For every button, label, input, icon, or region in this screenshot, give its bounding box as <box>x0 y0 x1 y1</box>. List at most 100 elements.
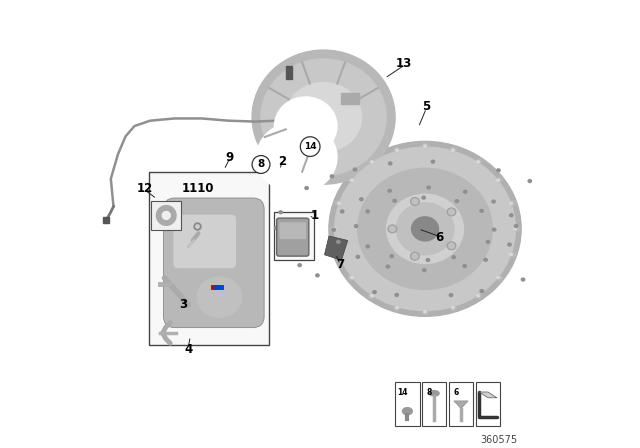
Ellipse shape <box>484 258 487 261</box>
Ellipse shape <box>455 200 458 202</box>
Ellipse shape <box>447 208 456 216</box>
Circle shape <box>300 137 320 156</box>
Ellipse shape <box>411 252 419 260</box>
Ellipse shape <box>515 226 520 231</box>
Ellipse shape <box>572 226 575 229</box>
Ellipse shape <box>509 253 513 256</box>
Ellipse shape <box>422 196 426 199</box>
Ellipse shape <box>351 179 353 181</box>
Ellipse shape <box>395 293 399 296</box>
Ellipse shape <box>522 278 525 281</box>
Ellipse shape <box>451 306 456 311</box>
Text: 12: 12 <box>137 182 153 195</box>
Ellipse shape <box>497 169 500 172</box>
Ellipse shape <box>514 228 517 230</box>
Ellipse shape <box>335 201 340 206</box>
Ellipse shape <box>333 228 336 230</box>
Ellipse shape <box>508 243 511 246</box>
Ellipse shape <box>451 147 456 152</box>
Ellipse shape <box>422 310 428 315</box>
Ellipse shape <box>493 228 496 231</box>
Ellipse shape <box>388 162 392 165</box>
Text: 9: 9 <box>225 151 234 164</box>
Text: 8: 8 <box>257 159 264 169</box>
Ellipse shape <box>351 276 353 279</box>
Ellipse shape <box>509 202 513 204</box>
Ellipse shape <box>390 226 396 232</box>
Ellipse shape <box>275 227 278 229</box>
Ellipse shape <box>547 190 550 193</box>
Polygon shape <box>324 236 348 260</box>
Ellipse shape <box>449 243 454 249</box>
Ellipse shape <box>477 161 479 163</box>
Ellipse shape <box>424 145 426 147</box>
Ellipse shape <box>338 253 340 256</box>
Ellipse shape <box>261 59 386 175</box>
Text: 1110: 1110 <box>182 182 214 195</box>
Ellipse shape <box>388 225 397 233</box>
Ellipse shape <box>497 177 502 182</box>
Ellipse shape <box>449 293 452 297</box>
Ellipse shape <box>305 187 308 190</box>
Ellipse shape <box>477 294 482 299</box>
Ellipse shape <box>549 263 553 266</box>
Ellipse shape <box>360 198 363 201</box>
Text: 2: 2 <box>278 155 286 168</box>
Text: 8: 8 <box>426 388 431 397</box>
Ellipse shape <box>480 209 483 212</box>
Ellipse shape <box>451 149 454 151</box>
Text: 4: 4 <box>184 343 192 356</box>
Ellipse shape <box>477 294 479 297</box>
Ellipse shape <box>197 277 242 317</box>
Text: 7: 7 <box>336 258 344 271</box>
Ellipse shape <box>422 143 428 148</box>
Ellipse shape <box>497 276 500 279</box>
Ellipse shape <box>358 168 492 289</box>
Ellipse shape <box>394 147 399 152</box>
Ellipse shape <box>412 217 438 241</box>
Bar <box>342 93 359 103</box>
Ellipse shape <box>480 289 483 293</box>
Polygon shape <box>479 392 497 398</box>
Ellipse shape <box>570 215 573 217</box>
Ellipse shape <box>355 224 358 228</box>
Ellipse shape <box>337 241 340 243</box>
Ellipse shape <box>371 161 373 163</box>
Ellipse shape <box>387 194 463 263</box>
Ellipse shape <box>252 50 395 184</box>
Ellipse shape <box>335 147 515 310</box>
FancyBboxPatch shape <box>164 198 264 327</box>
Ellipse shape <box>330 226 335 231</box>
Ellipse shape <box>424 310 426 313</box>
Ellipse shape <box>366 245 369 248</box>
Ellipse shape <box>463 190 467 193</box>
Ellipse shape <box>368 294 374 299</box>
Ellipse shape <box>338 202 340 204</box>
Ellipse shape <box>298 264 301 267</box>
Ellipse shape <box>451 306 454 309</box>
Ellipse shape <box>403 408 412 415</box>
Text: 14: 14 <box>397 388 407 397</box>
Bar <box>149 172 269 345</box>
Ellipse shape <box>497 179 500 181</box>
Ellipse shape <box>486 241 490 243</box>
FancyBboxPatch shape <box>279 222 306 239</box>
Ellipse shape <box>275 97 337 155</box>
Circle shape <box>252 155 270 173</box>
Ellipse shape <box>388 190 392 192</box>
Ellipse shape <box>492 200 495 203</box>
Ellipse shape <box>368 159 374 164</box>
Ellipse shape <box>332 228 335 231</box>
Ellipse shape <box>356 255 360 258</box>
Bar <box>476 382 500 426</box>
Ellipse shape <box>348 177 353 182</box>
Ellipse shape <box>427 186 430 189</box>
Ellipse shape <box>372 291 376 293</box>
Ellipse shape <box>431 160 435 163</box>
Ellipse shape <box>509 214 513 217</box>
Text: 360575: 360575 <box>480 435 517 445</box>
Ellipse shape <box>396 306 399 309</box>
Ellipse shape <box>279 211 282 214</box>
Text: 1: 1 <box>310 209 319 222</box>
Ellipse shape <box>329 142 521 316</box>
